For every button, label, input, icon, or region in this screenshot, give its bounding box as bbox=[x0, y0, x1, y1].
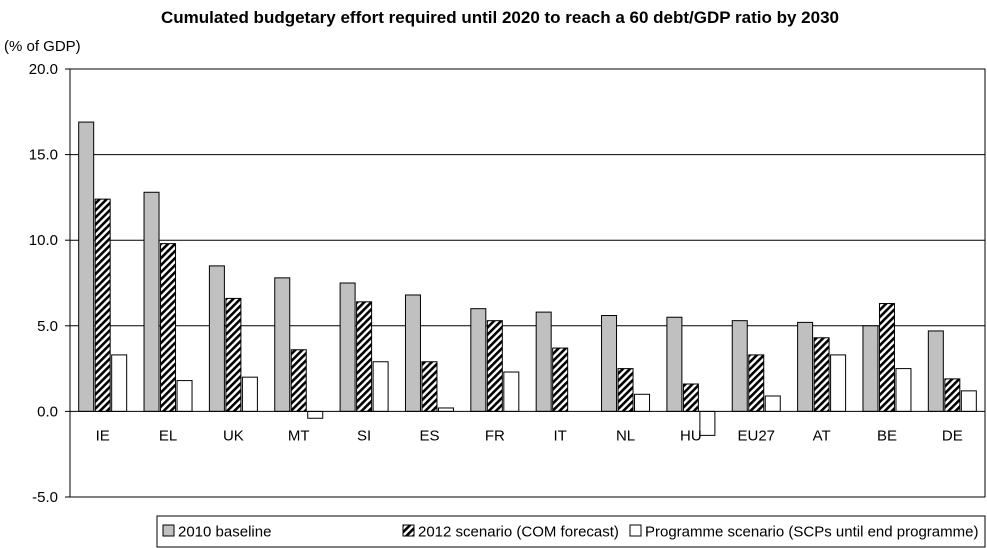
bars bbox=[78, 121, 977, 436]
x-tick-label: EL bbox=[159, 427, 177, 444]
bar-it-series-1 bbox=[535, 311, 552, 412]
x-tick-label: FR bbox=[485, 427, 505, 444]
x-axis-ticks: IE EL UK MT SI ES FR IT NL HU EU27 AT BE DE bbox=[96, 427, 963, 444]
legend-label-2: 2012 scenario (COM forecast) bbox=[418, 524, 619, 541]
bar-nl-series-3 bbox=[634, 393, 651, 412]
bar-hu-series-3 bbox=[699, 410, 716, 436]
x-tick-label: BE bbox=[877, 427, 897, 444]
bar-eu27-series-2 bbox=[748, 354, 765, 412]
bar-fr-series-1 bbox=[470, 308, 487, 412]
bar-el-series-3 bbox=[176, 380, 193, 412]
bar-at-series-2 bbox=[813, 337, 830, 412]
legend-box bbox=[156, 515, 986, 548]
bar-si-series-2 bbox=[356, 301, 373, 412]
gridlines bbox=[70, 154, 985, 327]
bar-nl-series-2 bbox=[617, 368, 634, 412]
bar-uk-series-1 bbox=[208, 265, 225, 412]
x-tick-label: NL bbox=[616, 427, 635, 444]
bar-ie-series-3 bbox=[111, 354, 128, 412]
bar-hu-series-1 bbox=[666, 316, 683, 412]
legend-key-3 bbox=[629, 524, 642, 537]
bar-uk-series-3 bbox=[241, 376, 258, 412]
y-tick-label: 20.0 bbox=[29, 61, 58, 78]
bar-at-series-1 bbox=[797, 321, 814, 412]
x-tick-label: IE bbox=[96, 427, 110, 444]
bar-fr-series-3 bbox=[503, 371, 520, 412]
bar-nl-series-1 bbox=[601, 315, 618, 412]
bar-uk-series-2 bbox=[225, 297, 242, 412]
bar-si-series-1 bbox=[339, 282, 356, 412]
x-tick-label: AT bbox=[813, 427, 831, 444]
bar-el-series-2 bbox=[160, 243, 177, 412]
x-tick-label: MT bbox=[288, 427, 310, 444]
y-tick-label: 10.0 bbox=[29, 232, 58, 249]
x-tick-label: UK bbox=[223, 427, 244, 444]
bar-es-series-1 bbox=[404, 294, 421, 412]
bar-de-series-1 bbox=[927, 330, 944, 412]
legend-key-2 bbox=[402, 524, 415, 537]
y-tick-label: 5.0 bbox=[37, 318, 58, 335]
bar-be-series-1 bbox=[862, 325, 879, 412]
bar-de-series-3 bbox=[960, 390, 977, 412]
bar-it-series-2 bbox=[552, 347, 569, 412]
y-tick-label: -5.0 bbox=[32, 489, 58, 506]
x-tick-label: SI bbox=[357, 427, 371, 444]
plot-area-border bbox=[69, 68, 986, 498]
bar-mt-series-3 bbox=[307, 410, 324, 419]
y-axis-label: (% of GDP) bbox=[4, 38, 81, 55]
x-tick-label: EU27 bbox=[737, 427, 775, 444]
bar-ie-series-1 bbox=[78, 121, 95, 412]
bar-eu27-series-3 bbox=[764, 395, 781, 412]
x-tick-label: ES bbox=[419, 427, 439, 444]
chart-title: Cumulated budgetary effort required unti… bbox=[161, 8, 839, 27]
bar-de-series-2 bbox=[944, 378, 961, 412]
x-tick-label: HU bbox=[680, 427, 702, 444]
y-tick-label: 15.0 bbox=[29, 147, 58, 164]
bar-el-series-1 bbox=[143, 191, 160, 412]
y-tick-label: 0.0 bbox=[37, 403, 58, 420]
bar-mt-series-1 bbox=[274, 277, 291, 412]
bar-es-series-2 bbox=[421, 361, 438, 412]
legend: 2010 baseline 2012 scenario (COM forecast… bbox=[156, 515, 986, 548]
bar-ie-series-2 bbox=[94, 198, 111, 412]
bar-hu-series-2 bbox=[682, 383, 699, 412]
bar-eu27-series-1 bbox=[731, 320, 748, 412]
bar-be-series-3 bbox=[895, 368, 912, 412]
bar-at-series-3 bbox=[830, 354, 847, 412]
x-tick-label: DE bbox=[942, 427, 963, 444]
legend-label-3: Programme scenario (SCPs until end progr… bbox=[645, 524, 978, 541]
bar-es-series-3 bbox=[437, 407, 454, 412]
bar-mt-series-2 bbox=[290, 349, 307, 412]
y-axis-ticks: -5.0 0.0 5.0 10.0 15.0 20.0 bbox=[29, 61, 70, 506]
bar-fr-series-2 bbox=[486, 320, 503, 412]
bar-be-series-2 bbox=[878, 303, 895, 412]
legend-key-1 bbox=[162, 524, 175, 537]
legend-label-1: 2010 baseline bbox=[178, 524, 271, 541]
bar-si-series-3 bbox=[372, 361, 389, 412]
x-tick-label: IT bbox=[554, 427, 567, 444]
